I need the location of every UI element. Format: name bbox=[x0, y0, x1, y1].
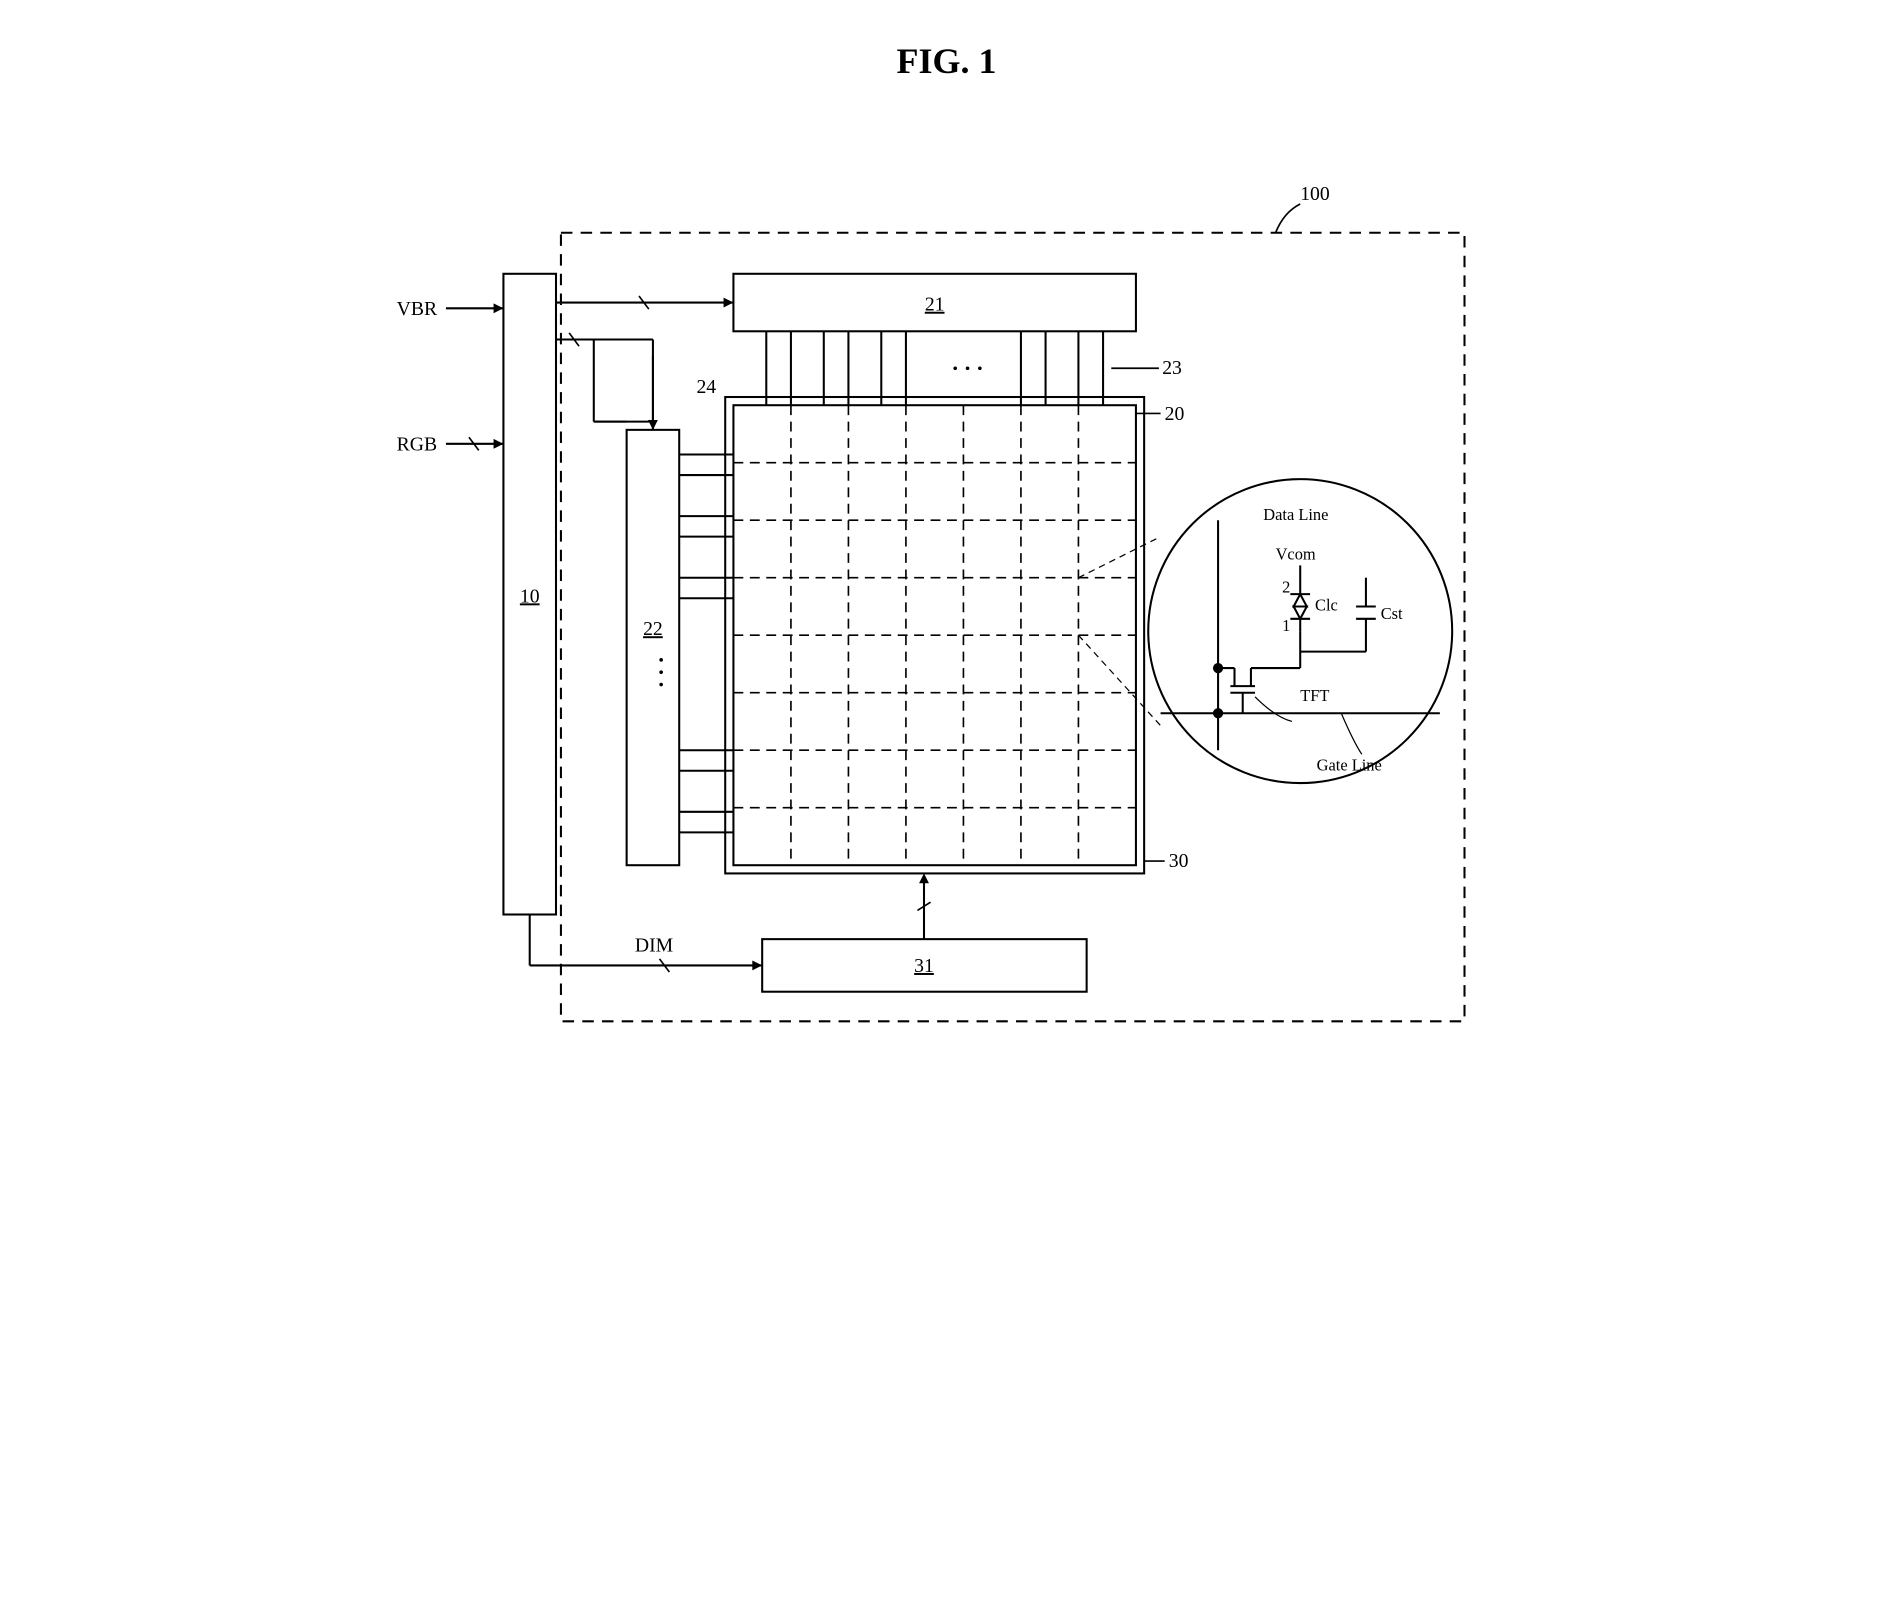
controller-label: 10 bbox=[519, 585, 539, 607]
backlight-label: 30 bbox=[1168, 850, 1188, 872]
clc-text: Clc bbox=[1315, 596, 1338, 615]
vcom-text: Vcom bbox=[1275, 545, 1315, 564]
dim-label: DIM bbox=[634, 934, 672, 956]
data-line-text: Data Line bbox=[1263, 505, 1328, 524]
n1-text: 1 bbox=[1282, 616, 1290, 635]
side-driver-block bbox=[626, 430, 679, 865]
assembly-label: 100 bbox=[1300, 183, 1330, 205]
bl-driver-label: 31 bbox=[914, 955, 934, 977]
data-lines-label: 23 bbox=[1162, 357, 1182, 379]
n2-text: 2 bbox=[1282, 578, 1290, 597]
rgb-label: RGB bbox=[396, 433, 437, 455]
gate-lines-label: 24 bbox=[696, 376, 716, 398]
panel-label: 20 bbox=[1164, 403, 1184, 425]
vbr-label: VBR bbox=[396, 298, 437, 320]
figure-title: FIG. 1 bbox=[40, 40, 1853, 82]
cst-text: Cst bbox=[1380, 604, 1402, 623]
side-driver-label: 22 bbox=[643, 618, 663, 640]
tft-text: TFT bbox=[1300, 686, 1329, 705]
top-driver-label: 21 bbox=[924, 294, 944, 316]
diagram-svg: 100 10 VBR RGB 21 22 bbox=[372, 142, 1522, 1112]
gate-line-text: Gate Line bbox=[1316, 756, 1381, 775]
data-lines bbox=[766, 331, 1103, 405]
